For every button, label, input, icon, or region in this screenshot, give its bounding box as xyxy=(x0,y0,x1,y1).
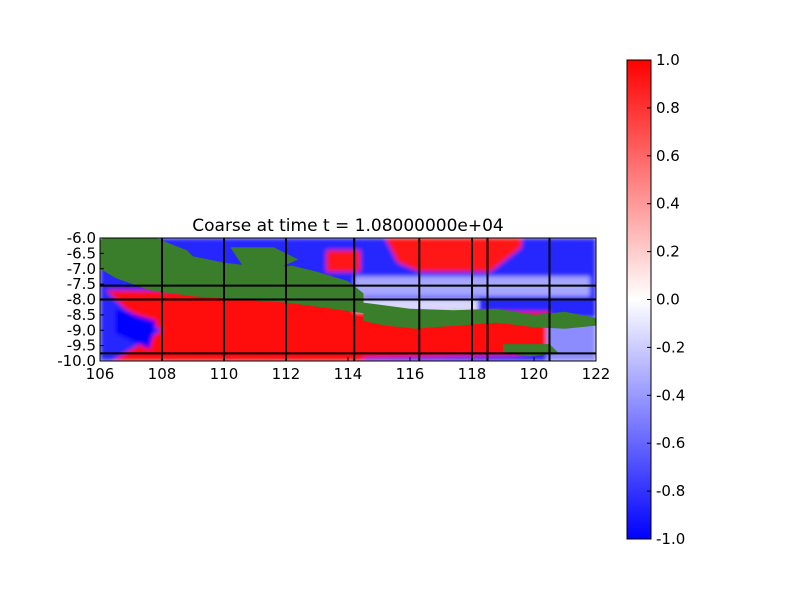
y-tick-label: -8.5 xyxy=(67,306,96,324)
colorbar-tick-label: -0.6 xyxy=(656,434,685,452)
colorbar-tick-label: -1.0 xyxy=(656,530,685,548)
land-region xyxy=(363,302,596,329)
plot-area xyxy=(100,238,596,361)
field-region xyxy=(326,250,361,272)
x-tick-label: 110 xyxy=(210,365,239,383)
colorbar-tick-label: 1.0 xyxy=(656,51,680,69)
land-region xyxy=(106,238,206,272)
y-axis: -6.0-6.5-7.0-7.5-8.0-8.5-9.0-9.5-10.0 xyxy=(57,229,104,370)
x-axis: 106 108 110 112 114 116 118 120 122 xyxy=(86,357,611,383)
colorbar-tick-label: 0.2 xyxy=(656,243,680,261)
x-tick-label: 120 xyxy=(520,365,549,383)
colorbar-tick-label: 0.6 xyxy=(656,147,680,165)
field-region xyxy=(115,308,156,349)
colorbar-tick-label: 0.0 xyxy=(656,291,680,309)
colorbar-tick-label: -0.2 xyxy=(656,338,685,356)
y-tick-label: -9.0 xyxy=(67,321,96,339)
x-tick-label: 122 xyxy=(582,365,611,383)
land-region xyxy=(230,247,299,269)
y-tick-label: -8.0 xyxy=(67,291,96,309)
y-tick-label: -7.5 xyxy=(67,275,96,293)
y-tick-label: -6.0 xyxy=(67,229,96,247)
x-tick-label: 114 xyxy=(334,365,363,383)
y-tick-label: -6.5 xyxy=(67,244,96,262)
field-region xyxy=(546,317,596,361)
colorbar-tick-label: -0.8 xyxy=(656,482,685,500)
land-layer xyxy=(100,238,596,357)
x-tick-label: 106 xyxy=(86,365,115,383)
colorbar-axis: 1.0 0.8 0.6 0.4 0.2 0.0 -0.2 -0.4 -0.6 -0.8 -1.0 xyxy=(647,51,685,548)
y-tick-label: -7.0 xyxy=(67,260,96,278)
field-region xyxy=(106,290,364,361)
x-tick-label: 116 xyxy=(396,365,425,383)
colorbar-tick-label: 0.8 xyxy=(656,99,680,117)
colorbar-tick-label: 0.4 xyxy=(656,195,680,213)
chart-title: Coarse at time t = 1.08000000e+04 xyxy=(192,216,504,236)
x-tick-label: 118 xyxy=(458,365,487,383)
y-tick-label: -10.0 xyxy=(57,352,96,370)
x-tick-label: 108 xyxy=(148,365,177,383)
colorbar-tick-label: -0.4 xyxy=(656,386,685,404)
y-tick-label: -9.5 xyxy=(67,337,96,355)
gridline-layer xyxy=(100,238,596,361)
x-tick-label: 112 xyxy=(272,365,301,383)
